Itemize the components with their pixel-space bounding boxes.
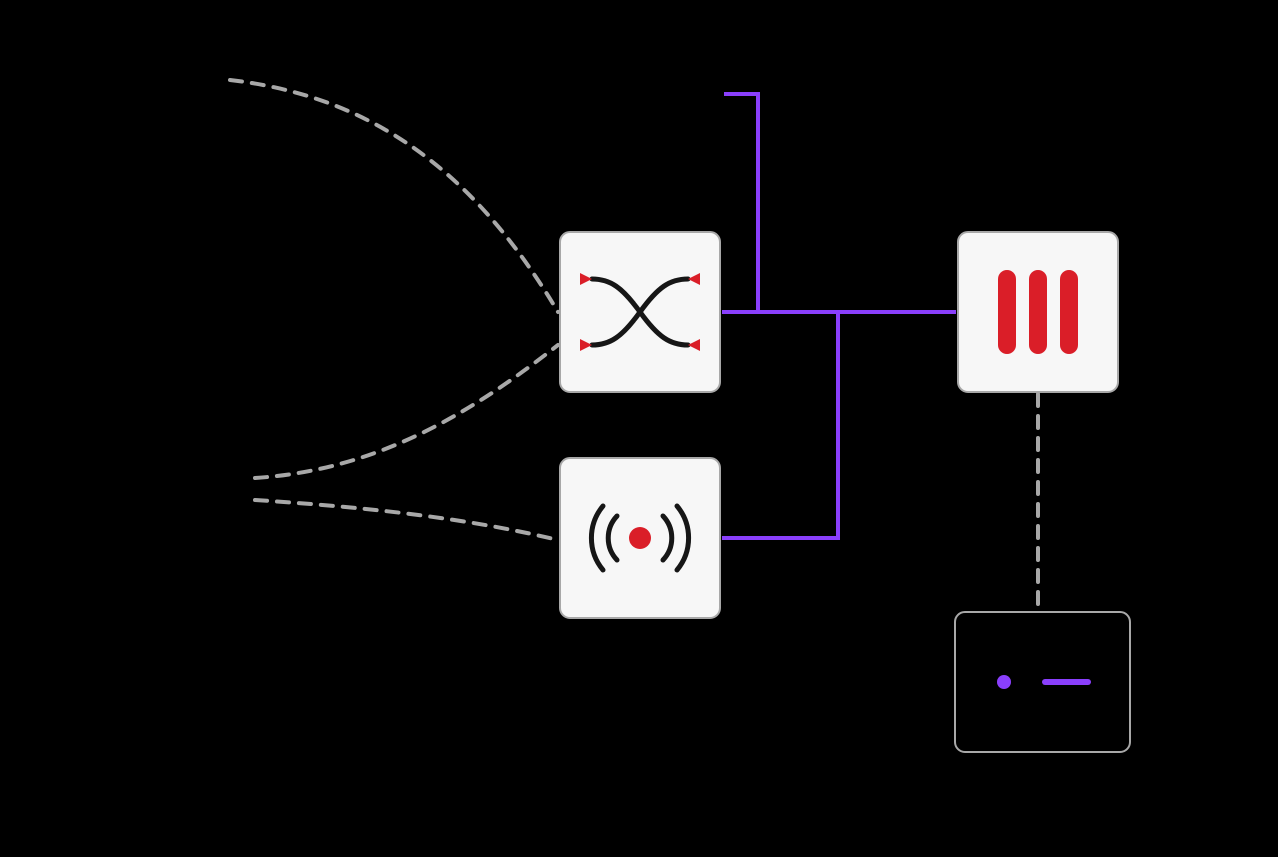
node-switch	[560, 232, 720, 392]
legend-box	[955, 612, 1130, 752]
network-diagram	[0, 0, 1278, 857]
node-wireless	[560, 458, 720, 618]
edge-dashed-top	[230, 80, 558, 312]
node-bars	[958, 232, 1118, 392]
edge-solid-top-down	[724, 94, 758, 312]
edge-dashed-mid-upper	[255, 345, 558, 478]
edge-dashed-mid-lower	[255, 500, 558, 540]
edge-solid-wireless-up	[722, 312, 838, 538]
